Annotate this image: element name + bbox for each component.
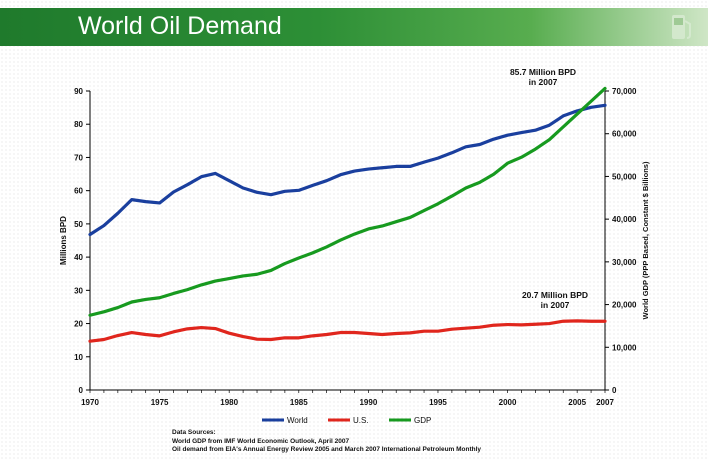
annotation-label: in 2007 [541, 300, 570, 310]
title-bar: World Oil Demand [0, 8, 708, 46]
y-tick-label: 30 [74, 286, 83, 295]
x-tick-label: 1980 [220, 398, 238, 407]
slide-title: World Oil Demand [78, 12, 282, 40]
y2-tick-label: 10,000 [612, 343, 637, 352]
y2-tick-label: 0 [612, 386, 617, 395]
legend-label: World [287, 416, 308, 425]
y2-tick-label: 70,000 [612, 87, 637, 96]
x-tick-label: 2005 [568, 398, 586, 407]
y-tick-label: 10 [74, 353, 83, 362]
x-tick-label: 2007 [596, 398, 614, 407]
legend-label: U.S. [353, 416, 369, 425]
y2-tick-label: 40,000 [612, 215, 637, 224]
series-line-world [88, 103, 607, 237]
y-tick-label: 90 [74, 87, 83, 96]
legend-label: GDP [414, 416, 431, 425]
axes: 0 10 20 30 40 50 60 70 80 90 0 10,000 20,000 30,000 40… [59, 87, 650, 407]
x-tick-label: 1990 [359, 398, 377, 407]
series-lines [88, 86, 607, 343]
y-tick-label: 80 [74, 120, 83, 129]
x-tick-label: 1970 [81, 398, 99, 407]
y-tick-label: 50 [74, 220, 83, 229]
data-sources: Data Sources: World GDP from IMF World E… [172, 429, 481, 455]
y2-tick-label: 50,000 [612, 172, 637, 181]
sources-heading: Data Sources: [172, 429, 216, 436]
x-tick-label: 1985 [290, 398, 308, 407]
fuel-pump-icon [672, 15, 691, 39]
y-tick-label: 0 [79, 386, 84, 395]
y-tick-label: 60 [74, 187, 83, 196]
series-line-gdp [88, 86, 607, 317]
x-tick-label: 1995 [429, 398, 447, 407]
series-line-us [88, 319, 607, 343]
annotation-label: in 2007 [529, 77, 558, 87]
y2-axis-title: World GDP (PPP Based, Constant $ Billion… [641, 161, 650, 319]
x-tick-label: 2000 [499, 398, 517, 407]
y2-tick-label: 20,000 [612, 301, 637, 310]
y-tick-label: 40 [74, 253, 83, 262]
annotation-label: 20.7 Million BPD [522, 290, 588, 300]
y2-tick-label: 30,000 [612, 258, 637, 267]
y2-tick-label: 60,000 [612, 130, 637, 139]
y-tick-label: 20 [74, 320, 83, 329]
y-axis-title: Millions BPD [59, 216, 68, 265]
x-tick-label: 1975 [151, 398, 169, 407]
sources-line-1: World GDP from IMF World Economic Outloo… [172, 437, 350, 445]
y-tick-label: 70 [74, 153, 83, 162]
sources-line-2: Oil demand from EIA's Annual Energy Revi… [172, 446, 482, 453]
annotation-label: 85.7 Million BPD [510, 67, 576, 77]
